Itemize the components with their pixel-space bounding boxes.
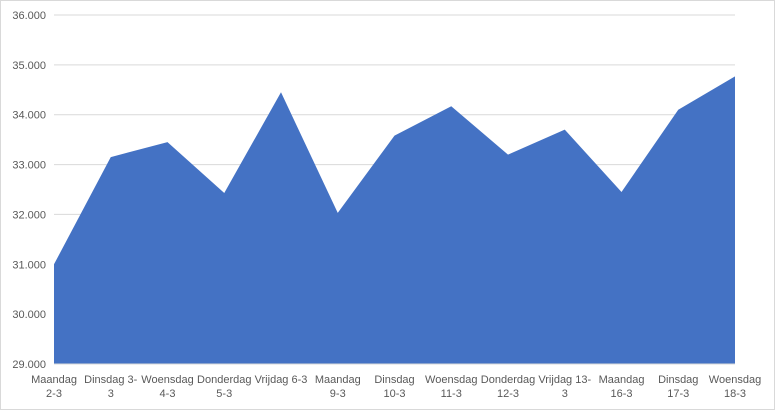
x-tick-label: Vrijdag 6-3 [255,374,308,386]
y-tick-label: 31.000 [12,259,46,271]
x-tick-label: Dinsdag 10-3 [374,374,414,400]
x-tick-label: Maandag 2-3 [31,374,77,400]
x-tick-label: Woensdag 4-3 [141,374,193,400]
y-tick-label: 36.000 [12,10,46,22]
x-tick-label: Vrijdag 13-3 [538,374,591,400]
y-tick-label: 34.000 [12,110,46,122]
y-tick-label: 35.000 [12,60,46,72]
y-axis: 29.000 30.000 31.000 32.000 33.000 34.000 35.0… [12,10,46,371]
x-tick-label: Maandag 9-3 [315,374,361,400]
x-tick-label: Woensdag 11-3 [425,374,477,400]
x-tick-label: Dinsdag 3-3 [84,374,138,400]
plot-area [54,76,735,365]
y-tick-label: 30.000 [12,309,46,321]
y-tick-label: 33.000 [12,160,46,172]
y-tick-label: 29.000 [12,359,46,371]
y-tick-label: 32.000 [12,209,46,221]
x-tick-label: Donderdag 5-3 [197,374,251,400]
x-tick-label: Woensdag 18-3 [709,374,761,400]
x-tick-label: Donderdag 12-3 [481,374,535,400]
x-tick-label: Maandag 16-3 [599,374,645,400]
x-tick-label: Dinsdag 17-3 [658,374,698,400]
area-series [54,76,735,365]
